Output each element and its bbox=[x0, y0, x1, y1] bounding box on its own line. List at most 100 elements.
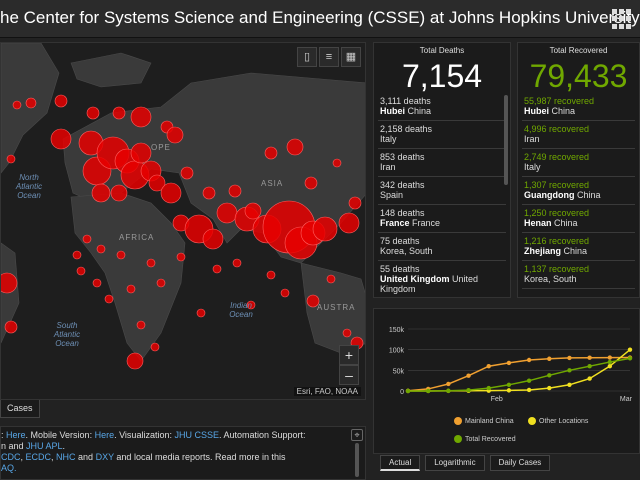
recovered-row[interactable]: 1,250 recovered Henan China bbox=[522, 205, 635, 233]
faq-link[interactable]: AQ. bbox=[1, 463, 17, 473]
y-tick-label: 100k bbox=[389, 348, 405, 355]
case-bubble bbox=[326, 274, 336, 284]
data-point bbox=[446, 388, 451, 393]
data-point bbox=[405, 388, 411, 394]
data-point bbox=[587, 355, 592, 360]
case-bubble bbox=[280, 288, 290, 298]
here-link[interactable]: Here bbox=[6, 430, 26, 440]
case-bubble bbox=[116, 250, 126, 260]
deaths-row[interactable]: 3,111 deaths Hubei China bbox=[378, 93, 506, 121]
case-bubble bbox=[12, 100, 22, 110]
deaths-location: United Kingdom United Kingdom bbox=[380, 274, 479, 294]
jhu-apl-link[interactable]: JHU APL bbox=[26, 441, 63, 451]
deaths-row[interactable]: 148 deaths France France bbox=[378, 205, 506, 233]
recovered-row[interactable]: 1,307 recovered Guangdong China bbox=[522, 177, 635, 205]
data-point bbox=[425, 388, 431, 394]
x-tick-label: Mar bbox=[620, 396, 633, 403]
deaths-panel: Total Deaths 7,154 3,111 deaths Hubei Chi… bbox=[373, 42, 511, 298]
data-point bbox=[547, 356, 552, 361]
list-icon[interactable]: ≡ bbox=[319, 47, 339, 67]
bookmark-icon[interactable]: ▯ bbox=[297, 47, 317, 67]
nhc-link[interactable]: NHC bbox=[56, 452, 76, 462]
scrollbar-thumb[interactable] bbox=[355, 443, 359, 477]
mobile-here-link[interactable]: Here bbox=[94, 430, 115, 440]
case-bubble bbox=[166, 126, 184, 144]
data-point bbox=[466, 373, 471, 378]
world-map[interactable]: North Atlantic Ocean South Atlantic Ocea… bbox=[0, 42, 366, 400]
jhu-csse-link[interactable]: JHU CSSE bbox=[174, 430, 219, 440]
case-bubble bbox=[342, 328, 352, 338]
info-line-2: n and JHU APL. bbox=[1, 441, 343, 452]
recovered-count: 1,307 recovered bbox=[524, 180, 590, 190]
legend-dot bbox=[454, 435, 462, 443]
legend-mainland-china[interactable]: Mainland China bbox=[454, 417, 514, 425]
case-bubble bbox=[130, 142, 152, 164]
recovered-location: Guangdong China bbox=[524, 190, 601, 200]
recovered-count: 1,137 recovered bbox=[524, 264, 590, 274]
data-point bbox=[607, 355, 613, 360]
dxy-link[interactable]: DXY bbox=[95, 452, 114, 462]
deaths-location: Spain bbox=[380, 190, 404, 200]
recovered-location: Korea, South bbox=[524, 274, 577, 284]
tab-daily-cases[interactable]: Daily Cases bbox=[489, 455, 551, 471]
tab-actual[interactable]: Actual bbox=[380, 455, 421, 471]
indian-ocean-label: Indian Ocean bbox=[229, 301, 253, 319]
recovered-list[interactable]: 55,987 recovered Hubei China 4,996 recover… bbox=[522, 93, 635, 295]
deaths-scrollbar[interactable] bbox=[504, 95, 508, 185]
legend-label: Total Recovered bbox=[465, 435, 516, 443]
info-text-fragment: n and bbox=[1, 441, 27, 451]
tab-cases[interactable]: Cases bbox=[0, 400, 40, 418]
recovered-location: Iran bbox=[524, 134, 540, 144]
recovered-count: 1,250 recovered bbox=[524, 208, 590, 218]
recovered-location: Henan China bbox=[524, 218, 578, 228]
ecdc-link[interactable]: ECDC bbox=[25, 452, 52, 462]
recovered-row[interactable]: 4,996 recovered Iran bbox=[522, 121, 635, 149]
page-title: he Center for Systems Science and Engine… bbox=[0, 8, 640, 27]
tab-logarithmic[interactable]: Logarithmic bbox=[425, 455, 485, 471]
legend-total-recovered[interactable]: Total Recovered bbox=[454, 435, 516, 443]
legend-other-locations[interactable]: Other Locations bbox=[528, 417, 588, 425]
data-point bbox=[587, 376, 592, 381]
chart-canvas: 0 50k 100k 150k Feb Mar bbox=[389, 327, 633, 403]
cdc-link[interactable]: CDC bbox=[1, 452, 21, 462]
legend-label: Mainland China bbox=[465, 417, 514, 425]
case-bubble bbox=[332, 158, 342, 168]
y-tick-label: 150k bbox=[389, 327, 405, 334]
deaths-row[interactable]: 75 deaths Korea, South bbox=[378, 233, 506, 261]
deaths-location: Italy bbox=[380, 134, 397, 144]
case-bubble bbox=[136, 320, 146, 330]
asia-label: ASIA bbox=[261, 179, 284, 188]
data-point bbox=[506, 388, 512, 393]
series-line bbox=[407, 357, 631, 392]
case-bubble bbox=[244, 202, 262, 220]
deaths-row[interactable]: 342 deaths Spain bbox=[378, 177, 506, 205]
qr-icon[interactable]: ▦ bbox=[341, 47, 361, 67]
deaths-list[interactable]: 3,111 deaths Hubei China 2,158 deaths Italy… bbox=[378, 93, 506, 295]
recovered-row[interactable]: 2,749 recovered Italy bbox=[522, 149, 635, 177]
deaths-row[interactable]: 2,158 deaths Italy bbox=[378, 121, 506, 149]
expand-icon[interactable]: ⌖ bbox=[351, 429, 363, 441]
land-mass bbox=[1, 242, 20, 344]
deaths-count: 342 deaths bbox=[380, 180, 425, 190]
grid-icon[interactable] bbox=[612, 9, 632, 29]
zoom-in-button[interactable]: + bbox=[339, 345, 359, 365]
africa-label: AFRICA bbox=[119, 233, 155, 242]
info-text: : Here. Mobile Version: Here. Visualizat… bbox=[0, 426, 366, 480]
data-point bbox=[567, 355, 572, 361]
deaths-row[interactable]: 853 deaths Iran bbox=[378, 149, 506, 177]
data-point bbox=[547, 373, 552, 378]
zoom-out-button[interactable]: – bbox=[339, 365, 359, 385]
legend-dot bbox=[454, 417, 462, 425]
recovered-count: 1,216 recovered bbox=[524, 236, 590, 246]
recovered-row[interactable]: 1,216 recovered Zhejiang China bbox=[522, 233, 635, 261]
deaths-count: 148 deaths bbox=[380, 208, 425, 218]
recovered-row[interactable]: 1,137 recovered Korea, South bbox=[522, 261, 635, 289]
info-text-fragment: and local media reports. Read more in th… bbox=[113, 452, 286, 462]
recovered-row[interactable]: 55,987 recovered Hubei China bbox=[522, 93, 635, 121]
deaths-location: Iran bbox=[380, 162, 396, 172]
deaths-row[interactable]: 55 deaths United Kingdom United Kingdom bbox=[378, 261, 506, 295]
case-bubble bbox=[216, 202, 238, 224]
deaths-count: 853 deaths bbox=[380, 152, 425, 162]
info-scrollbar[interactable]: ⌖ bbox=[351, 427, 363, 480]
case-bubble bbox=[306, 294, 320, 308]
